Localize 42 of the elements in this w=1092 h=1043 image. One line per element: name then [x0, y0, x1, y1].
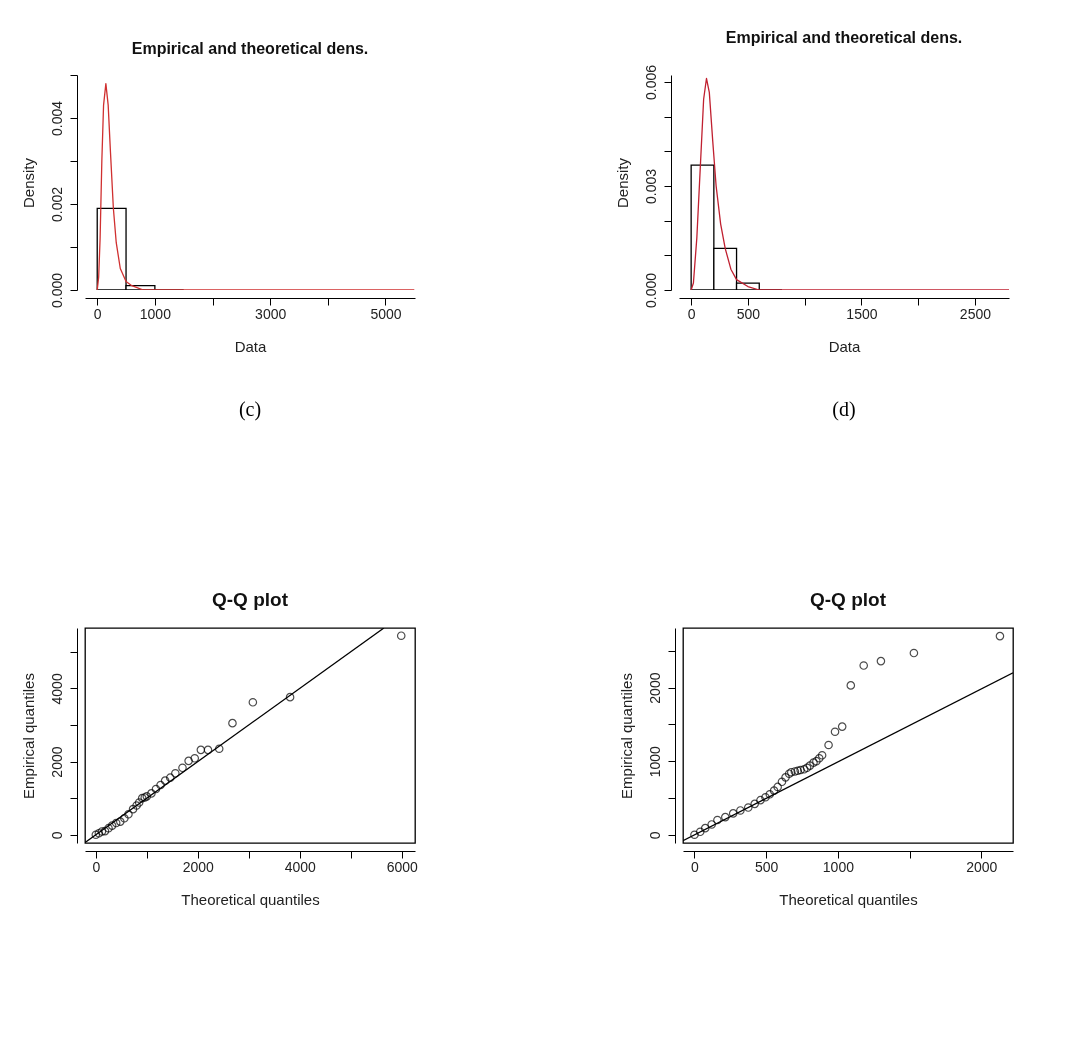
- x-tick-label: 0: [92, 858, 101, 875]
- x-axis-title: Data: [234, 337, 267, 355]
- x-tick-label: 2500: [959, 305, 992, 322]
- x-tick-label: 6000: [386, 858, 419, 875]
- y-axis-title: Density: [613, 157, 631, 209]
- x-tick-label: 500: [755, 858, 779, 875]
- chart-title: Empirical and theoretical dens.: [725, 29, 963, 47]
- x-tick-label: 500: [736, 305, 761, 322]
- y-tick-label: 2000: [48, 746, 65, 778]
- chart-title: Q-Q plot: [810, 589, 887, 610]
- chart-title: Empirical and theoretical dens.: [131, 39, 369, 57]
- x-tick-label: 3000: [255, 305, 287, 322]
- text: (c): [238, 398, 262, 421]
- text: (d): [832, 398, 856, 421]
- x-tick-label: 5000: [370, 305, 402, 322]
- y-tick-label: 0.000: [48, 272, 65, 309]
- x-tick-label: 2000: [966, 858, 998, 875]
- y-tick-label: 0.004: [48, 100, 65, 137]
- x-axis-title: Data: [828, 337, 861, 355]
- y-axis-title: Density: [19, 157, 37, 209]
- y-tick-label: 0: [48, 831, 65, 840]
- y-tick-label: 0.002: [48, 186, 65, 223]
- x-tick-label: 1000: [822, 858, 855, 875]
- x-tick-label: 1500: [846, 305, 878, 322]
- y-axis-title: Empirical quantiles: [19, 673, 37, 799]
- y-tick-label: 2000: [646, 672, 663, 704]
- x-axis-title: Theoretical quantiles: [779, 890, 918, 908]
- y-tick-label: 1000: [646, 745, 663, 778]
- y-tick-label: 0.003: [642, 168, 659, 204]
- x-tick-label: 1000: [139, 305, 172, 322]
- y-tick-label: 0.000: [642, 272, 659, 309]
- x-axis-title: Theoretical quantiles: [181, 890, 320, 908]
- y-axis-title: Empirical quantiles: [617, 673, 635, 799]
- y-tick-label: 0: [646, 831, 663, 840]
- x-tick-label: 4000: [284, 858, 317, 875]
- y-tick-label: 0.006: [642, 64, 659, 100]
- chart-title: Q-Q plot: [212, 589, 289, 610]
- x-tick-label: 2000: [182, 858, 215, 875]
- x-tick-label: 0: [93, 305, 102, 322]
- x-tick-label: 0: [691, 858, 700, 875]
- x-tick-label: 0: [687, 305, 696, 322]
- y-tick-label: 4000: [48, 673, 65, 705]
